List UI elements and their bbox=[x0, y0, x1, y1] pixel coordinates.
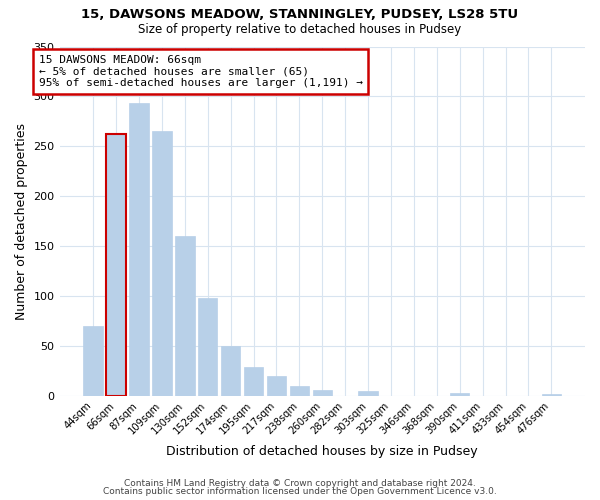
Text: 15, DAWSONS MEADOW, STANNINGLEY, PUDSEY, LS28 5TU: 15, DAWSONS MEADOW, STANNINGLEY, PUDSEY,… bbox=[82, 8, 518, 20]
Bar bbox=[106, 134, 126, 396]
Bar bbox=[542, 394, 561, 396]
Bar bbox=[175, 236, 194, 396]
Bar bbox=[290, 386, 309, 396]
Bar bbox=[198, 298, 217, 396]
Bar bbox=[129, 104, 149, 396]
Bar bbox=[358, 390, 378, 396]
Y-axis label: Number of detached properties: Number of detached properties bbox=[15, 122, 28, 320]
Bar bbox=[313, 390, 332, 396]
Bar bbox=[83, 326, 103, 396]
Text: Size of property relative to detached houses in Pudsey: Size of property relative to detached ho… bbox=[139, 22, 461, 36]
Bar bbox=[244, 367, 263, 396]
Text: Contains HM Land Registry data © Crown copyright and database right 2024.: Contains HM Land Registry data © Crown c… bbox=[124, 478, 476, 488]
Bar bbox=[152, 132, 172, 396]
X-axis label: Distribution of detached houses by size in Pudsey: Distribution of detached houses by size … bbox=[166, 444, 478, 458]
Bar bbox=[267, 376, 286, 396]
Text: 15 DAWSONS MEADOW: 66sqm
← 5% of detached houses are smaller (65)
95% of semi-de: 15 DAWSONS MEADOW: 66sqm ← 5% of detache… bbox=[39, 55, 363, 88]
Text: Contains public sector information licensed under the Open Government Licence v3: Contains public sector information licen… bbox=[103, 487, 497, 496]
Bar bbox=[450, 392, 469, 396]
Bar bbox=[221, 346, 241, 396]
